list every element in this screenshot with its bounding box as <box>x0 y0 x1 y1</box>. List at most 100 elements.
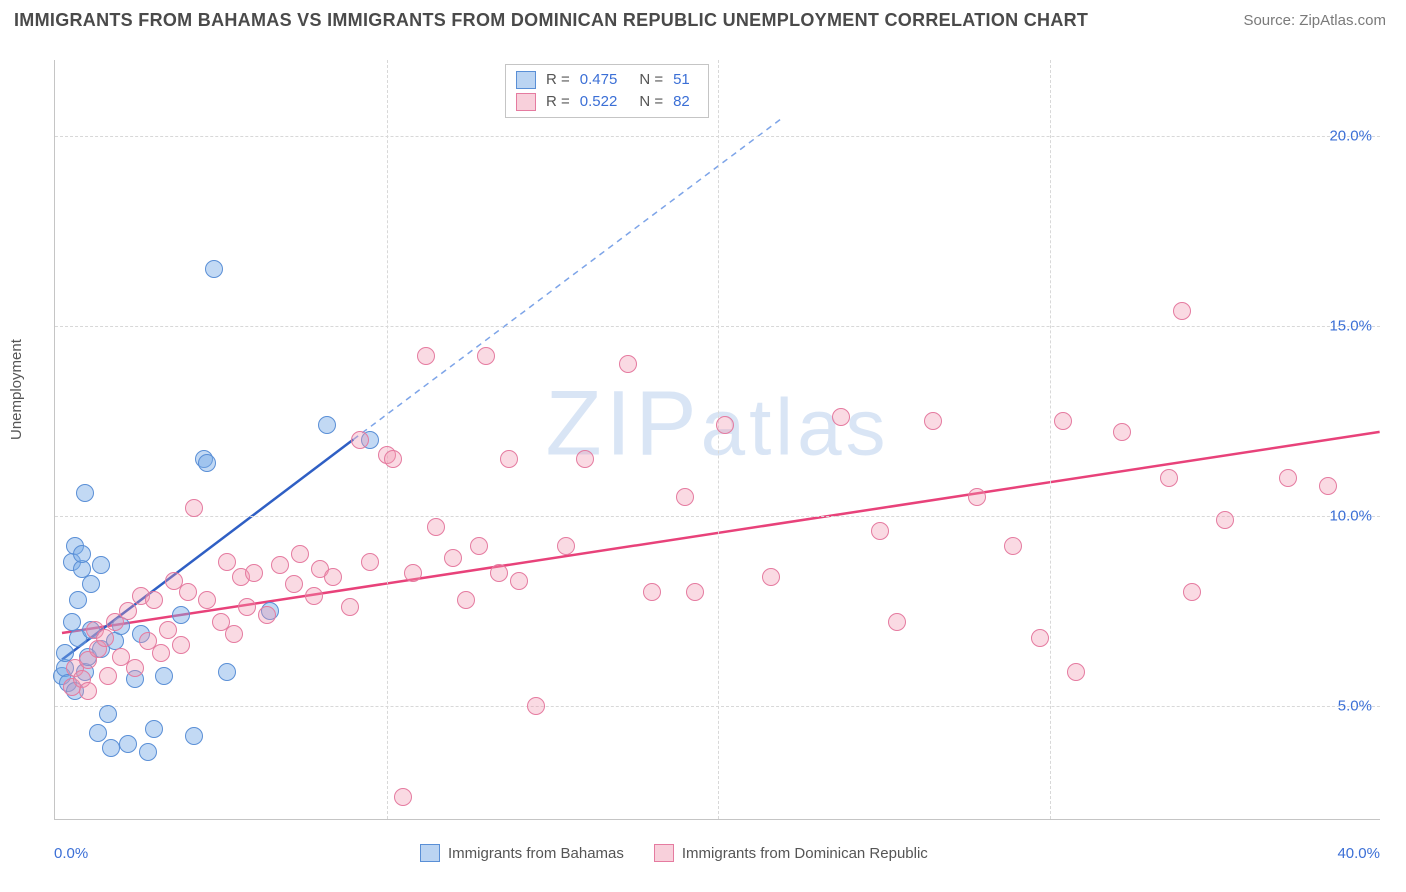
data-point <box>686 583 704 601</box>
legend-item-bahamas: Immigrants from Bahamas <box>420 844 624 862</box>
data-point <box>1183 583 1201 601</box>
data-point <box>457 591 475 609</box>
data-point <box>99 667 117 685</box>
n-value: 82 <box>673 91 690 113</box>
data-point <box>477 347 495 365</box>
data-point <box>341 598 359 616</box>
data-point <box>1031 629 1049 647</box>
bottom-legend: Immigrants from Bahamas Immigrants from … <box>420 844 928 862</box>
data-point <box>69 591 87 609</box>
y-tick-label: 20.0% <box>1329 128 1372 145</box>
data-point <box>172 606 190 624</box>
data-point <box>145 591 163 609</box>
data-point <box>762 568 780 586</box>
data-point <box>89 724 107 742</box>
data-point <box>832 408 850 426</box>
data-point <box>96 629 114 647</box>
data-point <box>1216 511 1234 529</box>
data-point <box>417 347 435 365</box>
data-point <box>1319 477 1337 495</box>
swatch-blue-icon <box>420 844 440 862</box>
data-point <box>394 788 412 806</box>
gridline-v <box>1050 60 1051 819</box>
n-label: N = <box>639 69 663 91</box>
source-label: Source: ZipAtlas.com <box>1243 12 1386 29</box>
data-point <box>1279 469 1297 487</box>
y-tick-label: 5.0% <box>1338 698 1372 715</box>
gridline-v <box>718 60 719 819</box>
data-point <box>470 537 488 555</box>
data-point <box>888 613 906 631</box>
data-point <box>427 518 445 536</box>
legend-label: Immigrants from Bahamas <box>448 845 624 862</box>
x-tick-left: 0.0% <box>54 845 88 862</box>
data-point <box>490 564 508 582</box>
data-point <box>527 697 545 715</box>
data-point <box>351 431 369 449</box>
stats-row-bahamas: R = 0.475 N = 51 <box>516 69 690 91</box>
data-point <box>82 575 100 593</box>
data-point <box>185 727 203 745</box>
stats-row-dominican: R = 0.522 N = 82 <box>516 91 690 113</box>
data-point <box>361 553 379 571</box>
data-point <box>139 743 157 761</box>
data-point <box>271 556 289 574</box>
data-point <box>225 625 243 643</box>
data-point <box>76 484 94 502</box>
data-point <box>576 450 594 468</box>
n-label: N = <box>639 91 663 113</box>
y-tick-label: 10.0% <box>1329 508 1372 525</box>
data-point <box>245 564 263 582</box>
data-point <box>557 537 575 555</box>
data-point <box>871 522 889 540</box>
data-point <box>384 450 402 468</box>
r-label: R = <box>546 69 570 91</box>
gridline-v <box>387 60 388 819</box>
data-point <box>79 682 97 700</box>
data-point <box>1113 423 1131 441</box>
data-point <box>73 545 91 563</box>
data-point <box>1067 663 1085 681</box>
data-point <box>238 598 256 616</box>
data-point <box>924 412 942 430</box>
data-point <box>510 572 528 590</box>
data-point <box>205 260 223 278</box>
data-point <box>152 644 170 662</box>
chart-area: ZIPatlas R = 0.475 N = 51 R = 0.522 N = … <box>54 60 1380 820</box>
r-label: R = <box>546 91 570 113</box>
data-point <box>102 739 120 757</box>
data-point <box>1004 537 1022 555</box>
data-point <box>404 564 422 582</box>
data-point <box>198 591 216 609</box>
header: IMMIGRANTS FROM BAHAMAS VS IMMIGRANTS FR… <box>0 0 1406 36</box>
y-tick-label: 15.0% <box>1329 318 1372 335</box>
data-point <box>198 454 216 472</box>
legend-item-dominican: Immigrants from Dominican Republic <box>654 844 928 862</box>
data-point <box>1054 412 1072 430</box>
swatch-blue-icon <box>516 71 536 89</box>
data-point <box>119 602 137 620</box>
r-value: 0.475 <box>580 69 618 91</box>
data-point <box>500 450 518 468</box>
data-point <box>291 545 309 563</box>
data-point <box>218 553 236 571</box>
stats-legend: R = 0.475 N = 51 R = 0.522 N = 82 <box>505 64 709 118</box>
data-point <box>716 416 734 434</box>
data-point <box>324 568 342 586</box>
data-point <box>305 587 323 605</box>
chart-title: IMMIGRANTS FROM BAHAMAS VS IMMIGRANTS FR… <box>14 10 1088 31</box>
data-point <box>179 583 197 601</box>
data-point <box>258 606 276 624</box>
data-point <box>126 659 144 677</box>
r-value: 0.522 <box>580 91 618 113</box>
swatch-pink-icon <box>654 844 674 862</box>
y-axis-label: Unemployment <box>8 339 25 440</box>
data-point <box>92 556 110 574</box>
x-tick-right: 40.0% <box>1337 845 1380 862</box>
data-point <box>155 667 173 685</box>
data-point <box>159 621 177 639</box>
data-point <box>619 355 637 373</box>
data-point <box>676 488 694 506</box>
data-point <box>1160 469 1178 487</box>
legend-label: Immigrants from Dominican Republic <box>682 845 928 862</box>
